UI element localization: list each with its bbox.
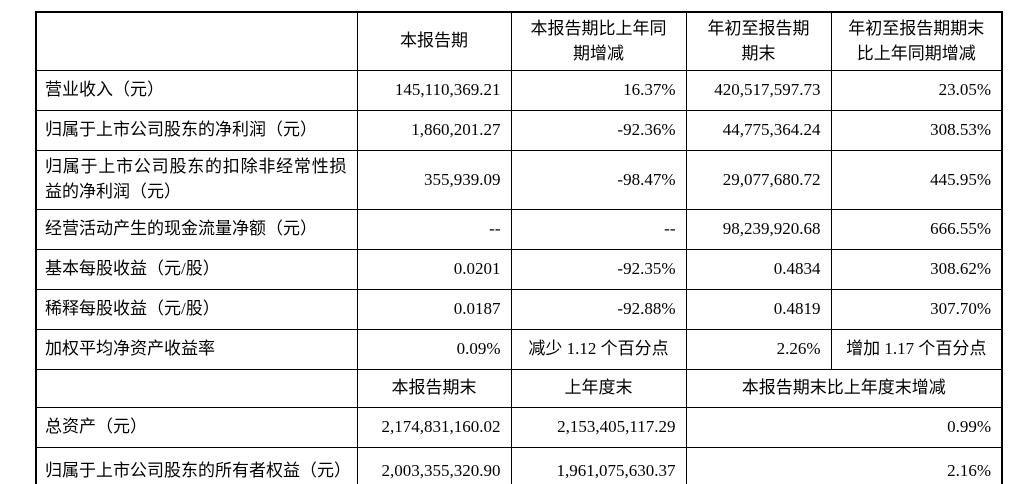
row-label: 营业收入（元） [35,70,358,112]
roe-ytd-yoy: 增加 1.17 个百分点 [830,328,1003,370]
table-row-basic-eps: 基本每股收益（元/股） 0.0201 -92.35% 0.4834 308.62… [35,248,1003,290]
roe-current-yoy: 减少 1.12 个百分点 [510,328,687,370]
diluted-eps-current: 0.0187 [356,288,512,330]
diluted-eps-ytd-yoy: 307.70% [830,288,1003,330]
revenue-current: 145,110,369.21 [356,70,512,112]
header-current-period-yoy-change: 本报告期比上年同期增减 [510,11,687,72]
table-row-total-assets: 总资产（元） 2,174,831,160.02 2,153,405,117.29… [35,406,1003,448]
row-label: 归属于上市公司股东的净利润（元） [35,110,358,152]
net-profit-current: 1,860,201.27 [356,110,512,152]
table-row-operating-cash-flow: 经营活动产生的现金流量净额（元） -- -- 98,239,920.68 666… [35,208,1003,250]
total-assets-period-end: 2,174,831,160.02 [356,406,512,448]
diluted-eps-current-yoy: -92.88% [510,288,687,330]
roe-current: 0.09% [356,328,512,370]
header-prev-year-end: 上年度末 [510,368,687,408]
table-row-equity: 归属于上市公司股东的所有者权益（元） 2,003,355,320.90 1,96… [35,446,1003,484]
table-row-diluted-eps: 稀释每股收益（元/股） 0.0187 -92.88% 0.4819 307.70… [35,288,1003,330]
cash-flow-ytd-yoy: 666.55% [830,208,1003,250]
roe-ytd: 2.26% [685,328,832,370]
table-header-row-primary: 本报告期 本报告期比上年同期增减 年初至报告期期末 年初至报告期期末比上年同期增… [35,11,1003,72]
cash-flow-ytd: 98,239,920.68 [685,208,832,250]
header-empty-cell [35,368,358,408]
basic-eps-current: 0.0201 [356,248,512,290]
header-period-end-change: 本报告期末比上年度末增减 [685,368,1003,408]
net-profit-excl-ytd: 29,077,680.72 [685,150,832,210]
total-assets-prev-year-end: 2,153,405,117.29 [510,406,687,448]
basic-eps-ytd-yoy: 308.62% [830,248,1003,290]
basic-eps-ytd: 0.4834 [685,248,832,290]
table-row-revenue: 营业收入（元） 145,110,369.21 16.37% 420,517,59… [35,70,1003,112]
table-row-net-profit-excl-nonrecurring: 归属于上市公司股东的扣除非经常性损益的净利润（元） 355,939.09 -98… [35,150,1003,210]
diluted-eps-ytd: 0.4819 [685,288,832,330]
header-year-to-date-yoy-change: 年初至报告期期末比上年同期增减 [830,11,1003,72]
header-current-period: 本报告期 [356,11,512,72]
basic-eps-current-yoy: -92.35% [510,248,687,290]
row-label: 稀释每股收益（元/股） [35,288,358,330]
row-label: 基本每股收益（元/股） [35,248,358,290]
net-profit-excl-current-yoy: -98.47% [510,150,687,210]
revenue-ytd: 420,517,597.73 [685,70,832,112]
row-label: 加权平均净资产收益率 [35,328,358,370]
table-row-net-profit: 归属于上市公司股东的净利润（元） 1,860,201.27 -92.36% 44… [35,110,1003,152]
header-period-end: 本报告期末 [356,368,512,408]
row-label: 总资产（元） [35,406,358,448]
cash-flow-current-yoy: -- [510,208,687,250]
table-row-weighted-avg-roe: 加权平均净资产收益率 0.09% 减少 1.12 个百分点 2.26% 增加 1… [35,328,1003,370]
net-profit-ytd: 44,775,364.24 [685,110,832,152]
equity-prev-year-end: 1,961,075,630.37 [510,446,687,484]
cash-flow-current: -- [356,208,512,250]
table-header-row-period-end: 本报告期末 上年度末 本报告期末比上年度末增减 [35,368,1003,408]
header-year-to-date: 年初至报告期期末 [685,11,832,72]
net-profit-current-yoy: -92.36% [510,110,687,152]
equity-change: 2.16% [685,446,1003,484]
net-profit-excl-ytd-yoy: 445.95% [830,150,1003,210]
equity-period-end: 2,003,355,320.90 [356,446,512,484]
row-label: 经营活动产生的现金流量净额（元） [35,208,358,250]
revenue-ytd-yoy: 23.05% [830,70,1003,112]
net-profit-ytd-yoy: 308.53% [830,110,1003,152]
total-assets-change: 0.99% [685,406,1003,448]
row-label: 归属于上市公司股东的扣除非经常性损益的净利润（元） [35,150,358,210]
net-profit-excl-current: 355,939.09 [356,150,512,210]
header-empty-cell [35,11,358,72]
row-label: 归属于上市公司股东的所有者权益（元） [35,446,358,484]
financial-summary-table: 本报告期 本报告期比上年同期增减 年初至报告期期末 年初至报告期期末比上年同期增… [35,11,1003,484]
revenue-current-yoy: 16.37% [510,70,687,112]
